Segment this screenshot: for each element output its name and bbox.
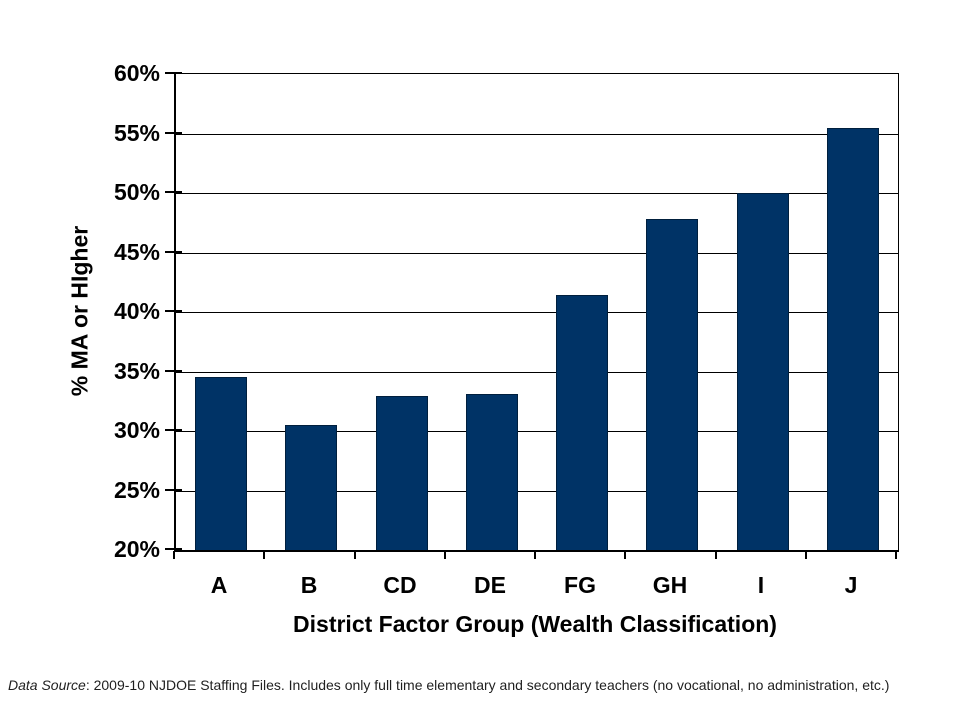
plot-area: [174, 73, 899, 552]
x-category-label-B: B: [300, 572, 318, 598]
x-category-label-DE: DE: [474, 572, 506, 598]
y-tick-label: 30%: [113, 417, 160, 443]
x-tick-mark: [715, 551, 717, 559]
y-tick-mark: [165, 310, 182, 312]
bar-CD: [376, 396, 428, 550]
footnote: Data Source: 2009-10 NJDOE Staffing File…: [8, 674, 892, 696]
gridline: [176, 431, 898, 432]
x-axis-title: District Factor Group (Wealth Classifica…: [293, 611, 777, 637]
y-tick-mark: [165, 72, 182, 74]
y-tick-mark: [165, 251, 182, 253]
bar-B: [285, 425, 337, 550]
gridline: [176, 491, 898, 492]
y-tick-label: 20%: [113, 536, 160, 562]
x-tick-mark: [534, 551, 536, 559]
y-tick-mark: [165, 132, 182, 134]
gridline: [176, 253, 898, 254]
footnote-text: : 2009-10 NJDOE Staffing Files. Includes…: [85, 677, 890, 693]
x-tick-mark: [263, 551, 265, 559]
y-tick-label: 45%: [113, 239, 160, 265]
gridline: [176, 372, 898, 373]
y-tick-label: 40%: [113, 298, 160, 324]
y-tick-label: 60%: [113, 60, 160, 86]
x-tick-mark: [173, 551, 175, 559]
y-tick-label: 25%: [113, 477, 160, 503]
bar-A: [195, 377, 247, 550]
bar-DE: [466, 394, 518, 550]
x-tick-mark: [444, 551, 446, 559]
x-category-label-CD: CD: [383, 572, 417, 598]
bar-FG: [556, 295, 608, 550]
x-category-label-FG: FG: [564, 572, 596, 598]
x-tick-mark: [805, 551, 807, 559]
bar-GH: [646, 219, 698, 550]
x-tick-mark: [354, 551, 356, 559]
x-category-label-J: J: [844, 572, 858, 598]
y-tick-mark: [165, 429, 182, 431]
y-tick-label: 50%: [113, 179, 160, 205]
bar-I: [737, 193, 789, 550]
y-tick-label: 35%: [113, 358, 160, 384]
y-tick-mark: [165, 548, 182, 550]
bar-J: [827, 128, 879, 550]
x-tick-mark: [624, 551, 626, 559]
gridline: [176, 193, 898, 194]
x-tick-mark: [895, 551, 897, 559]
x-category-label-I: I: [757, 572, 765, 598]
gridline: [176, 134, 898, 135]
y-tick-label: 55%: [113, 120, 160, 146]
y-tick-mark: [165, 489, 182, 491]
footnote-data-source-label: Data Source: [8, 677, 86, 693]
y-tick-mark: [165, 370, 182, 372]
y-tick-mark: [165, 191, 182, 193]
gridline: [176, 312, 898, 313]
x-category-label-A: A: [210, 572, 228, 598]
x-category-label-GH: GH: [652, 572, 688, 598]
